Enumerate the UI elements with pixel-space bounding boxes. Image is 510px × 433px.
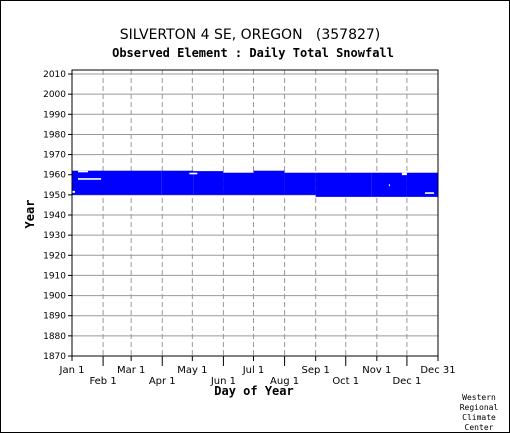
grid-lines [72,70,438,356]
x-tick-label-bottom: Oct 1 [332,376,359,387]
coverage-block [193,171,224,195]
x-tick-label-bottom: Aug 1 [270,376,299,387]
coverage-block [72,170,162,195]
coverage-block [284,172,316,195]
coverage-block [161,170,194,195]
y-tick-label: 1940 [43,211,66,221]
x-tick-label-bottom: Dec 1 [392,376,421,387]
y-tick-label: 1900 [43,292,66,302]
y-tick-label: 1930 [43,231,66,241]
y-tick-label: 1890 [43,312,66,322]
gap-mark [424,192,434,194]
y-tick-label: 1980 [43,130,66,140]
y-tick-label: 2000 [43,90,66,100]
x-tick-label-top: Sep 1 [301,365,329,376]
credit-line-2: Regional [460,403,499,412]
gap-mark [78,178,102,180]
y-tick-label: 1870 [43,352,66,362]
x-axis-label: Day of Year [214,384,293,398]
coverage-block [223,172,254,195]
y-tick-label: 1970 [43,151,66,161]
x-tick-label-top: Jan 1 [59,365,85,376]
y-tick-label: 1920 [43,251,66,261]
credit-block: Western Regional Climate Center [460,393,499,432]
credit-line-3: Climate [462,413,496,422]
x-tick-label-top: Dec 31 [420,365,455,376]
y-tick-label: 2010 [43,70,66,80]
credit-line-1: Western [462,393,496,402]
x-tick-label-bottom: Feb 1 [89,376,116,387]
y-axis-label: Year [23,200,37,229]
y-tick-label: 1960 [43,171,66,181]
x-axis-ticks: Jan 1 Mar 1 May 1 Jul 1 Sep 1 Nov 1 Dec 31 Feb … [59,356,456,387]
gap-mark [189,172,198,175]
chart-title: SILVERTON 4 SE, OREGON (357827) [120,27,381,43]
coverage-block [253,170,285,195]
y-axis-ticks: 1870 1880 1890 1900 1910 1920 1930 1940 1950 1960… [43,70,72,362]
y-tick-label: 1910 [43,271,66,281]
gap-mark [401,172,407,176]
gap-mark [72,190,76,193]
x-tick-label-top: Jul 1 [242,365,265,376]
x-tick-label-top: Mar 1 [117,365,145,376]
y-tick-label: 1990 [43,110,66,120]
gap-mark [78,170,89,173]
x-tick-label-top: Nov 1 [362,365,391,376]
y-tick-label: 1880 [43,332,66,342]
plot-area-border [71,69,439,357]
x-tick-label-bottom: Jun 1 [210,376,236,387]
credit-line-4: Center [465,423,494,432]
data-coverage [72,170,438,197]
gap-mark [388,184,390,187]
y-tick-label: 1950 [43,191,66,201]
x-tick-label-top: May 1 [177,365,207,376]
chart-subtitle: Observed Element : Daily Total Snowfall [112,46,394,60]
x-tick-label-bottom: Apr 1 [149,376,176,387]
coverage-block [315,172,372,197]
data-gaps [72,170,434,194]
